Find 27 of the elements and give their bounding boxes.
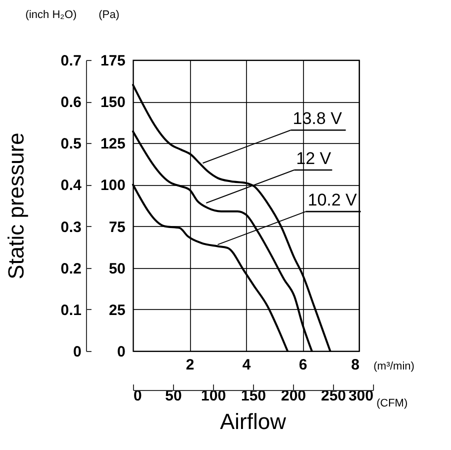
y2-tick-label: 0.1 xyxy=(60,302,82,319)
y2-tick-label: 0.3 xyxy=(60,218,82,236)
y-tick-label: 50 xyxy=(108,260,126,278)
y-tick-label: 175 xyxy=(100,52,126,70)
y-tick-label: 100 xyxy=(100,177,126,194)
y-tick-label: 125 xyxy=(100,136,126,153)
y2-tick-label: 0 xyxy=(73,344,82,360)
text: (inch H₂O) xyxy=(25,9,77,21)
text: (m³/min) xyxy=(374,360,414,372)
y2-axis-title: Static pressure xyxy=(4,132,28,280)
y-tick-label: 25 xyxy=(108,302,126,319)
y-tick-label: 150 xyxy=(100,94,126,112)
y-tick-label: 0 xyxy=(117,344,126,360)
y2-tick-label: 0.4 xyxy=(60,177,82,194)
x-tick-label: 4 xyxy=(242,356,252,374)
y2-tick-label: 0.2 xyxy=(60,260,82,278)
annotation: 10.2 V xyxy=(308,190,358,210)
x-tick-label: 8 xyxy=(351,356,360,374)
y-tick-label: 75 xyxy=(108,218,126,236)
y2-tick-label: 0.7 xyxy=(60,52,82,70)
x2-axis-title: (CFM) xyxy=(376,398,408,410)
text: (Pa) xyxy=(98,9,120,21)
x-axis-title: Airflow xyxy=(220,409,286,434)
y2-tick-label: 0.6 xyxy=(60,94,82,112)
x-tick-label: 6 xyxy=(298,356,308,374)
x-tick-label: 2 xyxy=(186,356,194,374)
y2-tick-label: 0.5 xyxy=(60,136,82,153)
